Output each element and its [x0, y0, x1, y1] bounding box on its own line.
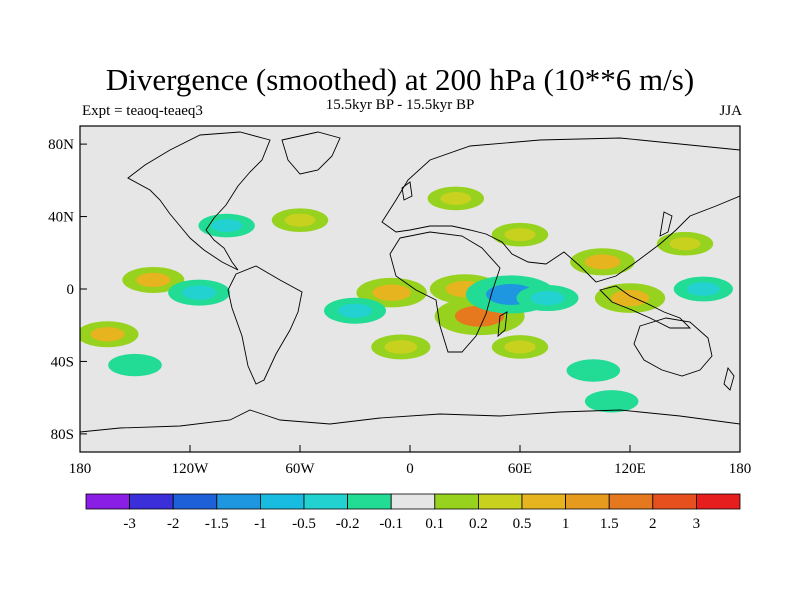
divergence-contour-core [687, 282, 720, 296]
colorbar-label: -0.1 [379, 516, 403, 532]
lat-tick-label: 40N [48, 210, 74, 226]
divergence-contour-core [182, 285, 217, 300]
divergence-contour-core [584, 254, 621, 270]
divergence-contour-core [284, 213, 316, 227]
divergence-contour-core [440, 191, 472, 205]
colorbar-swatch [172, 493, 218, 510]
antarctica-coast [80, 409, 740, 433]
divergence-contour-core [211, 219, 243, 233]
colorbar-swatch [216, 493, 261, 510]
lat-tick-label: 80N [48, 137, 74, 153]
colorbar-label: -0.5 [292, 516, 316, 532]
divergence-contour-core [90, 327, 125, 342]
period-label: 15.5kyr BP - 15.5kyr BP [325, 97, 475, 113]
season-label: JJA [719, 103, 742, 119]
lon-tick-label: 120E [614, 461, 646, 477]
lat-tick-label: 40S [51, 354, 74, 370]
divergence-contour-core [610, 289, 650, 307]
divergence-contour-core [384, 340, 418, 354]
colorbar-swatch [347, 493, 392, 510]
lon-tick-label: 120W [172, 461, 210, 477]
colorbar-swatch [434, 493, 479, 510]
lat-tick-label: 0 [67, 282, 75, 298]
colorbar-label: -1.5 [205, 516, 229, 532]
colorbar-swatch [696, 493, 741, 510]
colorbar-label: -0.2 [336, 516, 360, 532]
divergence-contour-core [136, 272, 171, 288]
japan-coast [659, 211, 673, 237]
new-zealand-coast [723, 366, 735, 391]
colorbar-swatch [85, 493, 130, 510]
colorbar-swatch [303, 493, 348, 510]
colorbar-label: 3 [693, 516, 701, 532]
lon-tick-label: 60W [285, 461, 315, 477]
colorbar-swatch [390, 493, 436, 510]
colorbar-label: 0.1 [425, 516, 444, 532]
colorbar-label: 2 [649, 516, 657, 532]
south-america-coast [227, 265, 303, 385]
lon-tick-label: 180 [729, 461, 752, 477]
greenland-coast [281, 131, 341, 175]
lat-tick-label: 80S [51, 427, 74, 443]
colorbar-label: -2 [167, 516, 180, 532]
africa-coast [389, 231, 501, 353]
longitude-axis: 180 120W 60W 0 60E 120E 180 [69, 445, 752, 477]
divergence-contour-core [337, 303, 373, 318]
colorbar-label: 1 [562, 516, 570, 532]
divergence-contour-core [120, 358, 150, 372]
colorbar-swatch [477, 493, 523, 510]
map-title: Divergence (smoothed) at 200 hPa (10**6 … [105, 62, 695, 97]
divergence-contour-core [504, 228, 536, 242]
colorbar: -3 -2 -1.5 -1 -0.5 -0.2 -0.1 0.1 0.2 0.5 1 1.5 2 3 [85, 493, 741, 532]
colorbar-swatch [565, 493, 610, 510]
divergence-field [80, 186, 733, 413]
latitude-axis: 80N 40N 0 40S 80S [48, 137, 87, 443]
colorbar-label: 0.2 [469, 516, 488, 532]
lon-tick-label: 0 [406, 461, 414, 477]
madagascar-coast [497, 311, 508, 338]
indonesia-coast [599, 285, 692, 329]
north-america-coast [127, 131, 271, 271]
colorbar-label: -3 [123, 516, 136, 532]
lon-tick-label: 180 [69, 461, 92, 477]
colorbar-label: 0.5 [513, 516, 532, 532]
divergence-contour-core [530, 290, 565, 306]
divergence-contour-core [504, 340, 536, 354]
colorbar-swatch [608, 493, 654, 510]
lon-tick-label: 60E [508, 461, 532, 477]
colorbar-swatch [521, 493, 566, 510]
british-isles-coast [401, 181, 413, 201]
colorbar-swatch [652, 493, 697, 510]
divergence-contour-core [596, 395, 627, 408]
eurasia-coast [381, 137, 740, 283]
colorbar-label: -1 [254, 516, 267, 532]
coastlines [80, 131, 740, 433]
experiment-label: Expt = teaoq-teaeq3 [82, 103, 203, 119]
divergence-contour-core [669, 237, 701, 251]
divergence-contour-core [578, 364, 609, 377]
colorbar-swatch [259, 493, 305, 510]
divergence-contour-core [372, 284, 412, 301]
colorbar-swatch [129, 493, 174, 510]
australia-coast [633, 317, 713, 377]
colorbar-label: 1.5 [600, 516, 619, 532]
